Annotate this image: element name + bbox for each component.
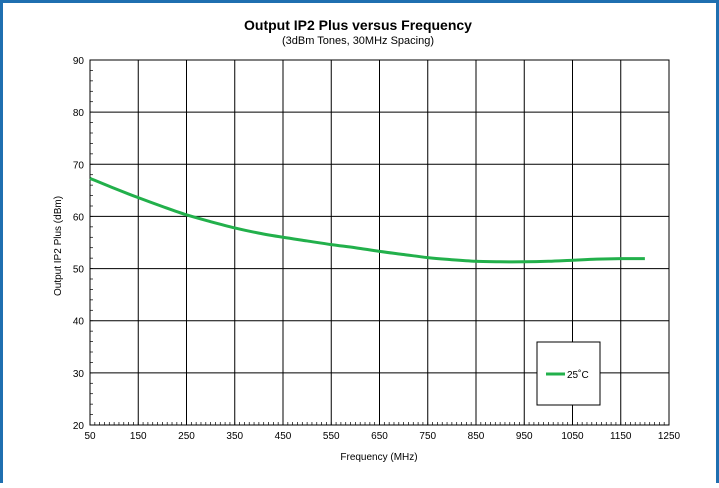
y-tick-label: 20 bbox=[73, 421, 85, 432]
x-tick-label: 50 bbox=[84, 431, 96, 442]
x-tick-label: 1050 bbox=[561, 431, 584, 442]
series-layer bbox=[89, 176, 645, 264]
legend-entry: 25˚C bbox=[567, 369, 589, 381]
plot-area bbox=[89, 59, 670, 426]
y-tick-label: 80 bbox=[73, 108, 85, 119]
chart-subtitle: (3dBm Tones, 30MHz Spacing) bbox=[282, 35, 434, 47]
y-tick-label: 70 bbox=[73, 160, 85, 171]
x-axis-label: Frequency (MHz) bbox=[340, 452, 417, 463]
x-tick-label: 950 bbox=[516, 431, 533, 442]
x-tick-label: 150 bbox=[130, 431, 147, 442]
legend: 25˚C bbox=[536, 341, 601, 406]
x-tick-label: 650 bbox=[371, 431, 388, 442]
y-tick-label: 30 bbox=[73, 369, 85, 380]
y-tick-label: 40 bbox=[73, 317, 85, 328]
y-axis-label: Output IP2 Plus (dBm) bbox=[53, 196, 64, 296]
y-tick-label: 90 bbox=[73, 56, 85, 67]
x-tick-label: 250 bbox=[178, 431, 195, 442]
x-tick-label: 750 bbox=[419, 431, 436, 442]
x-tick-label: 450 bbox=[275, 431, 292, 442]
chart: Output IP2 Plus versus Frequency (3dBm T… bbox=[53, 17, 681, 463]
series-line-25c bbox=[89, 176, 645, 264]
x-tick-label: 1150 bbox=[610, 431, 632, 442]
y-tick-label: 60 bbox=[73, 212, 85, 223]
tick-labels: 50 150 250 350 450 550 650 750 850 950 1050 1150 125… bbox=[73, 56, 681, 442]
x-tick-label: 850 bbox=[468, 431, 485, 442]
x-tick-label: 350 bbox=[226, 431, 243, 442]
x-tick-label: 550 bbox=[323, 431, 340, 442]
x-tick-label: 1250 bbox=[658, 431, 681, 442]
y-tick-label: 50 bbox=[73, 265, 85, 276]
chart-title: Output IP2 Plus versus Frequency bbox=[244, 17, 472, 33]
